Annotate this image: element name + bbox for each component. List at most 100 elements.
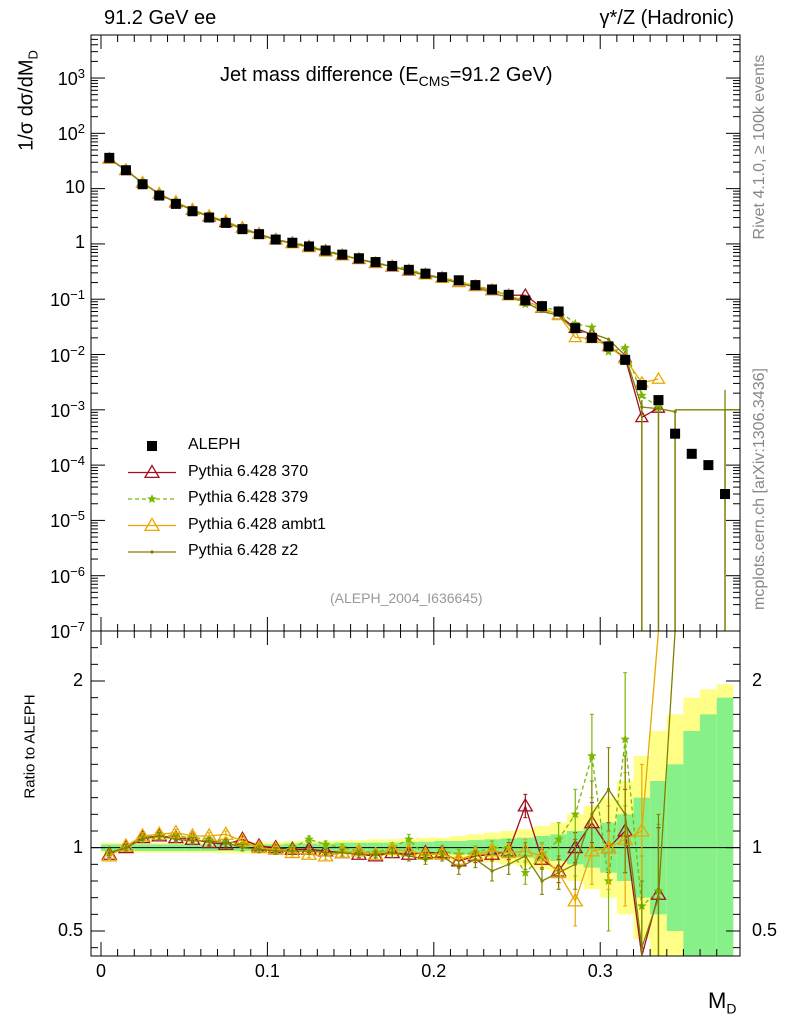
series-point-top <box>606 337 611 341</box>
x-tick-label: 0.1 <box>254 961 280 981</box>
legend-label: Pythia 6.428 370 <box>188 462 309 480</box>
series-point-ratio <box>404 834 414 844</box>
y-tick-exp: −3 <box>70 397 85 413</box>
series-point-ratio <box>570 809 580 819</box>
data-point-aleph <box>254 229 265 240</box>
y-tick-base: 10 <box>50 622 71 642</box>
series-point-ratio <box>573 862 577 866</box>
series-line-top-1 <box>108 158 659 408</box>
data-point-aleph <box>603 341 614 352</box>
y-tick-exp: −1 <box>70 287 85 303</box>
data-point-aleph <box>220 217 231 228</box>
series-point-ratio <box>304 834 314 844</box>
y-tick-label-top: 10−6 <box>50 564 85 588</box>
data-point-aleph <box>553 306 564 317</box>
y-tick-base: 10 <box>64 176 85 197</box>
data-point-aleph <box>237 224 248 235</box>
series-point-ratio <box>423 857 428 861</box>
legend-label: Pythia 6.428 379 <box>188 489 309 506</box>
y-tick-label-top: 103 <box>58 66 85 90</box>
y-tick-base: 1 <box>74 231 85 252</box>
y-tick-base: 10 <box>50 456 71 477</box>
series-point-ratio <box>157 834 161 838</box>
series-point-ratio <box>440 854 444 858</box>
series-point-ratio <box>300 846 318 860</box>
legend-markers <box>128 441 176 554</box>
side-text-mcplots: mcplots.cern.ch [arXiv:1306.3436] <box>751 368 768 610</box>
x-tick-label: 0 <box>95 961 106 981</box>
legend-marker-aleph <box>147 441 157 451</box>
series-point-top <box>637 390 647 400</box>
data-point-aleph <box>337 249 348 260</box>
y-tick-base: 10 <box>50 511 71 532</box>
axis-ticks <box>91 34 740 956</box>
x-axis-label-main: M <box>708 988 727 1013</box>
series-point-ratio <box>640 946 644 950</box>
series-point-ratio <box>620 734 630 744</box>
series-point-ratio <box>473 857 478 861</box>
band-inner <box>716 697 734 956</box>
series-point-top <box>587 322 597 332</box>
data-point-aleph <box>453 275 464 286</box>
y-tick-base: 10 <box>57 69 78 90</box>
legend-marker <box>150 550 154 554</box>
series-point-ratio <box>340 851 344 855</box>
series-point-ratio <box>483 842 501 857</box>
data-point-aleph <box>686 448 697 459</box>
series-point-ratio <box>290 849 294 853</box>
header-left: 91.2 GeV ee <box>104 7 217 29</box>
data-point-aleph <box>353 253 364 264</box>
series-line-top-3 <box>108 158 676 413</box>
y-tick-label-bottom-right: 0.5 <box>752 920 778 940</box>
series-point-ratio <box>350 846 368 860</box>
data-point-aleph <box>137 179 148 190</box>
data-point-aleph <box>287 237 298 248</box>
series-point-top <box>568 330 583 343</box>
series-point-ratio <box>583 842 601 857</box>
x-tick-label: 0.2 <box>421 961 447 981</box>
series-point-ratio <box>140 837 145 841</box>
data-point-aleph <box>104 152 115 163</box>
series-point-ratio <box>190 839 195 843</box>
series-point-ratio <box>490 869 494 873</box>
series-point-ratio <box>407 854 411 858</box>
y-tick-base: 10 <box>50 566 71 587</box>
y-tick-label-top: 102 <box>58 121 85 145</box>
legend-marker <box>143 464 161 479</box>
band-inner <box>700 714 717 956</box>
series-point-ratio <box>101 847 118 862</box>
series-point-ratio <box>224 841 228 845</box>
series-point-ratio <box>523 854 527 858</box>
series-point-ratio <box>334 844 351 859</box>
series-point-ratio <box>107 851 111 855</box>
y-tick-label-bottom: 1 <box>72 836 83 857</box>
legend-label: Pythia 6.428 z2 <box>188 542 299 559</box>
data-point-aleph <box>653 395 664 406</box>
series-point-ratio <box>373 852 378 856</box>
y-tick-label-top: 10−4 <box>50 453 85 477</box>
series-point-ratio <box>533 847 551 862</box>
ratio-panel-frame <box>90 630 741 957</box>
data-point-aleph <box>720 489 731 500</box>
series-point-ratio <box>207 839 211 843</box>
series-point-ratio <box>590 812 594 816</box>
data-point-aleph <box>536 301 547 312</box>
data-point-aleph <box>620 354 631 365</box>
data-point-aleph <box>703 460 714 471</box>
chart-title-main: Jet mass difference (E <box>220 64 419 86</box>
legend-label: Pythia 6.428 ambt1 <box>188 515 326 533</box>
y-tick-label-top: 10 <box>65 177 85 198</box>
y-tick-base: 10 <box>57 124 78 145</box>
header-right: γ*/Z (Hadronic) <box>599 7 734 29</box>
series-point-ratio <box>600 839 617 854</box>
data-point-aleph <box>370 257 381 268</box>
data-point-aleph <box>503 289 514 300</box>
series-point-ratio <box>174 837 178 841</box>
series-line-top-0 <box>108 158 659 419</box>
x-axis-label: MD <box>708 988 736 1016</box>
data-point-aleph <box>470 280 481 291</box>
data-point-aleph <box>320 245 331 256</box>
y-tick-label-top: 10−5 <box>50 508 85 532</box>
y-tick-exp: 2 <box>77 121 85 137</box>
